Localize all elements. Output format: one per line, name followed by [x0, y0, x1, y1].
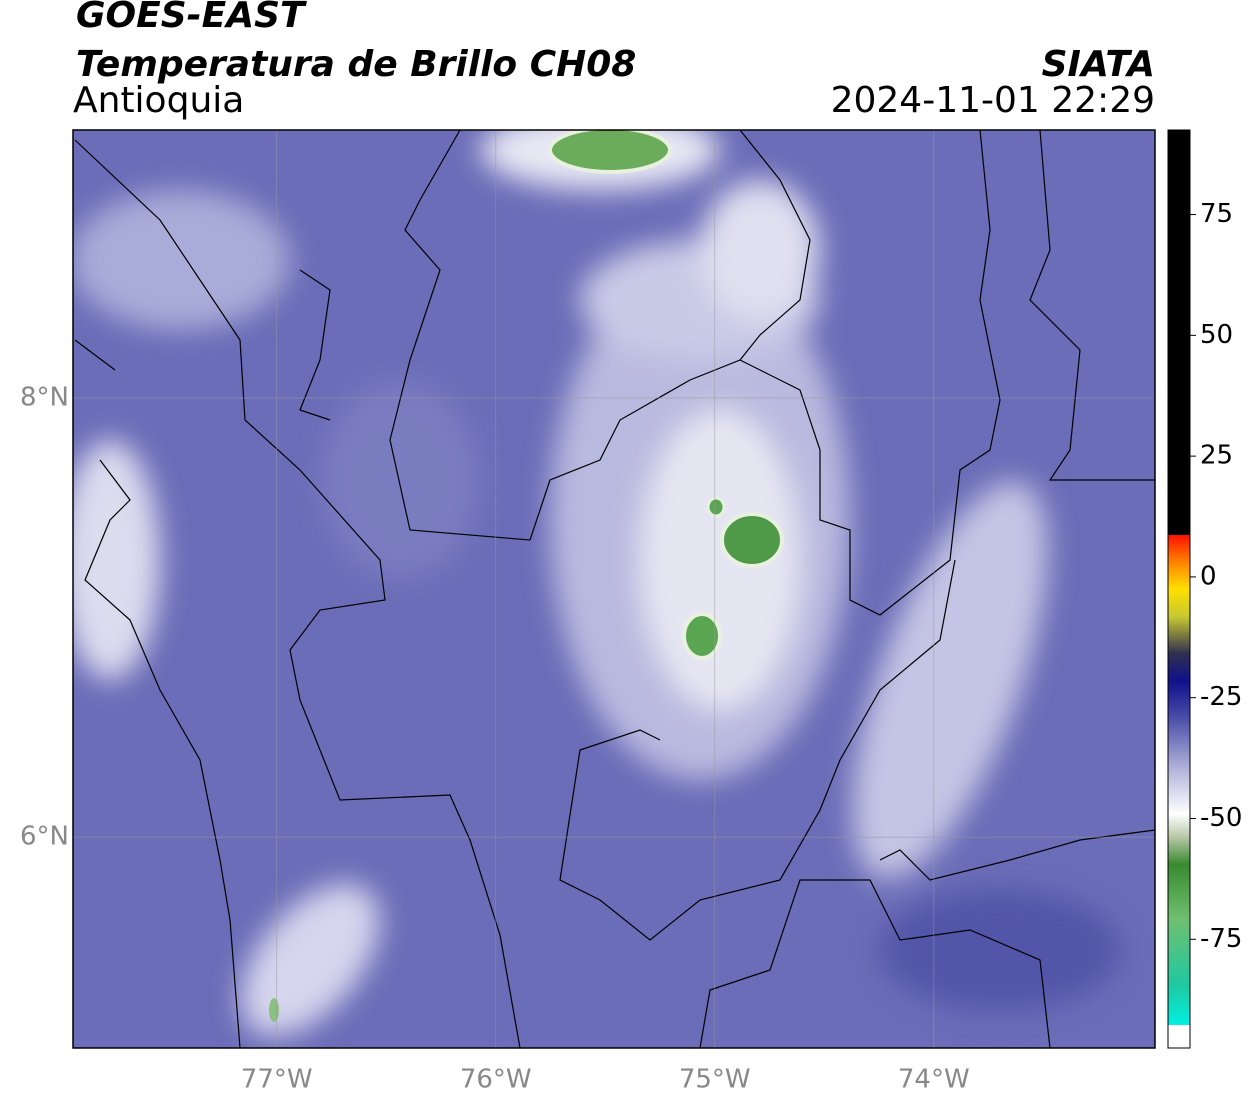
colorbar-tick-label: 0 [1200, 561, 1217, 591]
colorbar-tick-label: 75 [1200, 199, 1233, 229]
colorbar-tick-label: -50 [1200, 803, 1242, 833]
title: GOES-EAST [76, 0, 307, 36]
colorbar-tick-label: -25 [1200, 682, 1242, 712]
colorbar-tick-label: -75 [1200, 924, 1242, 954]
x-tick-label: 75°W [679, 1065, 751, 1095]
x-tick-label: 76°W [460, 1065, 532, 1095]
x-tick-label: 77°W [241, 1065, 313, 1095]
satellite-image [73, 130, 1155, 1048]
colorbar-tick-label: 25 [1200, 441, 1233, 471]
y-tick-label: 6°N [20, 822, 69, 852]
colorbar-tick-label: 50 [1200, 320, 1233, 350]
source: SIATA [1042, 44, 1155, 85]
y-tick-label: 8°N [20, 382, 69, 412]
colorbar [1167, 129, 1191, 1049]
datetime: 2024-11-01 22:29 [831, 80, 1155, 121]
x-tick-label: 74°W [898, 1065, 970, 1095]
map-frame [72, 129, 1156, 1049]
region: Antioquia [73, 80, 244, 121]
subtitle: Temperatura de Brillo CH08 [76, 44, 636, 85]
